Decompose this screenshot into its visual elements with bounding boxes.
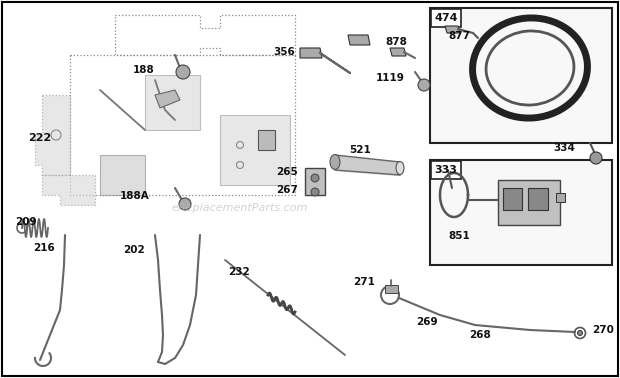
Bar	[430, 160, 612, 265]
Polygon shape	[100, 155, 145, 195]
Ellipse shape	[330, 155, 340, 169]
Polygon shape	[385, 285, 398, 293]
Circle shape	[311, 174, 319, 182]
Circle shape	[179, 198, 191, 210]
Polygon shape	[145, 75, 200, 130]
Circle shape	[590, 152, 602, 164]
Ellipse shape	[396, 161, 404, 175]
Text: 356: 356	[273, 47, 295, 57]
Text: 188A: 188A	[120, 191, 150, 201]
Polygon shape	[556, 193, 565, 202]
Polygon shape	[348, 35, 370, 45]
Text: 334: 334	[553, 143, 575, 153]
Text: 222: 222	[28, 133, 51, 143]
Polygon shape	[390, 48, 406, 56]
Text: 1119: 1119	[376, 73, 405, 83]
Text: eReplacementParts.com: eReplacementParts.com	[172, 203, 308, 213]
Text: 270: 270	[592, 325, 614, 335]
Text: 851: 851	[448, 231, 470, 241]
Polygon shape	[220, 115, 290, 185]
Bar	[430, 8, 612, 143]
Polygon shape	[503, 188, 522, 210]
Text: 333: 333	[435, 165, 458, 175]
Text: 877: 877	[448, 31, 470, 41]
Text: 265: 265	[277, 167, 298, 177]
Polygon shape	[300, 48, 322, 58]
Polygon shape	[445, 26, 460, 33]
Text: 232: 232	[228, 267, 250, 277]
Text: 188: 188	[133, 65, 155, 75]
Text: 878: 878	[385, 37, 407, 47]
Text: 209: 209	[15, 217, 37, 227]
FancyBboxPatch shape	[431, 161, 461, 179]
Text: 521: 521	[349, 145, 371, 155]
Polygon shape	[528, 188, 548, 210]
Text: 268: 268	[469, 330, 491, 340]
Circle shape	[176, 65, 190, 79]
Polygon shape	[258, 130, 275, 150]
Text: 269: 269	[416, 317, 438, 327]
Circle shape	[311, 188, 319, 196]
Text: 202: 202	[123, 245, 145, 255]
Text: 474: 474	[434, 13, 458, 23]
Text: 216: 216	[33, 243, 55, 253]
Polygon shape	[305, 168, 325, 195]
Text: 271: 271	[353, 277, 375, 287]
Polygon shape	[35, 95, 70, 175]
Circle shape	[418, 79, 430, 91]
Text: 267: 267	[276, 185, 298, 195]
Circle shape	[577, 330, 583, 336]
Polygon shape	[155, 90, 180, 108]
Polygon shape	[42, 175, 95, 205]
Polygon shape	[498, 180, 560, 225]
FancyBboxPatch shape	[431, 9, 461, 27]
